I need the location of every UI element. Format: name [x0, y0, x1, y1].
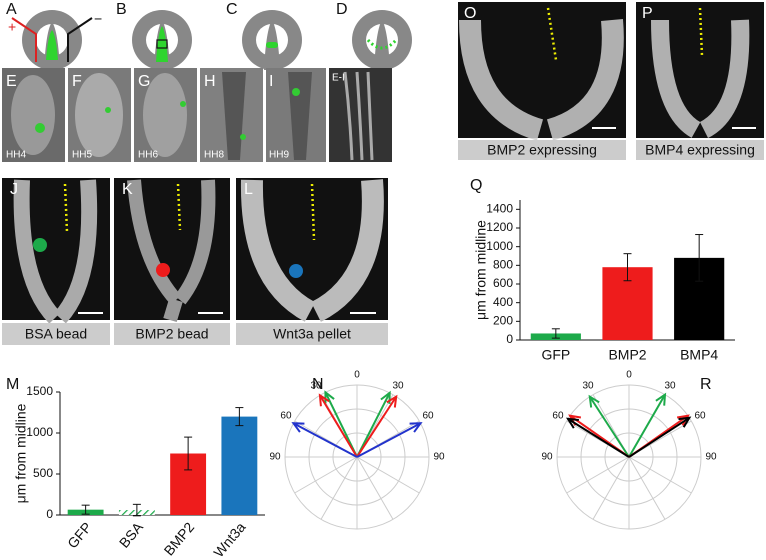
x-tick-label: BMP2 — [608, 347, 646, 363]
y-tick-label: 500 — [33, 466, 53, 480]
theta-tick-label: 90 — [541, 452, 553, 463]
panel-caption: BSA bead — [25, 326, 87, 342]
theta-tick-label: 30 — [392, 381, 404, 392]
y-tick-label: 800 — [493, 258, 513, 272]
y-tick-label: 0 — [46, 507, 53, 521]
panel-label: J — [10, 181, 18, 198]
theta-tick-label: 60 — [552, 411, 564, 422]
stage-label: HH5 — [72, 150, 92, 161]
panel-label: N — [312, 376, 324, 393]
y-tick-label: 1500 — [26, 384, 53, 398]
panel-label: A — [6, 1, 17, 18]
theta-tick-label: 30 — [664, 381, 676, 392]
theta-tick-label: 0 — [626, 370, 632, 381]
panel-label: E — [6, 73, 17, 90]
arrow — [291, 422, 358, 458]
stage-label: HH8 — [204, 150, 224, 161]
panel-label: Q — [470, 177, 482, 194]
error-bar — [551, 328, 560, 339]
panel-label: H — [204, 73, 216, 90]
theta-tick-label: 0 — [354, 370, 360, 381]
theta-tick-label: 60 — [280, 411, 292, 422]
stage-label: HH9 — [269, 150, 289, 161]
y-tick-label: 200 — [493, 314, 513, 328]
panel-label: B — [116, 1, 127, 18]
stage-label: HH6 — [138, 150, 158, 161]
y-tick-label: 1400 — [486, 202, 513, 216]
micrograph-op — [458, 2, 764, 160]
y-tick-label: 400 — [493, 295, 513, 309]
error-bar — [132, 503, 141, 517]
arrow — [588, 394, 630, 458]
panel-label: P — [642, 5, 653, 22]
x-tick-label: GFP — [541, 347, 570, 363]
panel-caption: BMP2 bead — [135, 326, 208, 342]
theta-tick-label: 90 — [269, 452, 281, 463]
x-tick-label: BMP2 — [160, 519, 197, 559]
panel-label: E-I — [332, 73, 345, 84]
stage-label: HH4 — [6, 150, 26, 161]
arrow — [628, 392, 667, 458]
schematic-c — [242, 10, 302, 70]
error-bar — [235, 407, 244, 427]
panel-label: K — [122, 181, 133, 198]
error-bar — [623, 253, 632, 282]
panel-caption: BMP4 expressing — [645, 142, 755, 158]
x-tick-label: BMP4 — [680, 347, 718, 363]
panel-label: L — [244, 181, 253, 198]
arrow — [628, 416, 692, 458]
error-bar — [184, 436, 193, 471]
panel-label: I — [269, 73, 273, 90]
panel-caption: Wnt3a pellet — [273, 326, 351, 342]
y-tick-label: 600 — [493, 276, 513, 290]
error-bar — [81, 504, 90, 515]
y-tick-label: 0 — [506, 332, 513, 346]
theta-tick-label: 90 — [433, 452, 445, 463]
theta-tick-label: 60 — [694, 411, 706, 422]
plus-sign: + — [8, 19, 16, 35]
y-tick-label: 1000 — [26, 425, 53, 439]
panel-label: C — [226, 1, 238, 18]
theta-tick-label: 30 — [310, 381, 322, 392]
panel-label: D — [336, 1, 348, 18]
theta-tick-label: 60 — [422, 411, 434, 422]
x-tick-label: GFP — [64, 519, 95, 551]
schematic-a — [11, 10, 93, 70]
micrograph-row — [2, 68, 392, 162]
y-tick-label: 1000 — [486, 239, 513, 253]
panel-label: M — [6, 376, 19, 393]
x-tick-label: Wnt3a — [210, 519, 248, 560]
y-tick-label: 1200 — [486, 220, 513, 234]
error-bar — [695, 234, 704, 282]
panel-caption: BMP2 expressing — [487, 142, 597, 158]
micrograph-jkl — [2, 178, 388, 345]
panel-label: R — [700, 376, 712, 393]
schematic-d — [352, 10, 412, 70]
arrow — [356, 394, 398, 458]
minus-sign: − — [94, 11, 102, 27]
arrow — [318, 393, 358, 458]
panel-label: G — [138, 73, 150, 90]
panel-label: O — [464, 5, 476, 22]
arrow — [565, 417, 630, 458]
panel-label: F — [72, 73, 82, 90]
y-axis-label: μm from midline — [473, 220, 489, 320]
theta-tick-label: 30 — [582, 381, 594, 392]
y-axis-label: μm from midline — [13, 403, 29, 503]
schematic-b — [132, 10, 192, 70]
theta-tick-label: 90 — [705, 452, 717, 463]
x-tick-label: BSA — [116, 519, 147, 551]
arrow — [356, 422, 423, 458]
bar — [221, 416, 258, 515]
